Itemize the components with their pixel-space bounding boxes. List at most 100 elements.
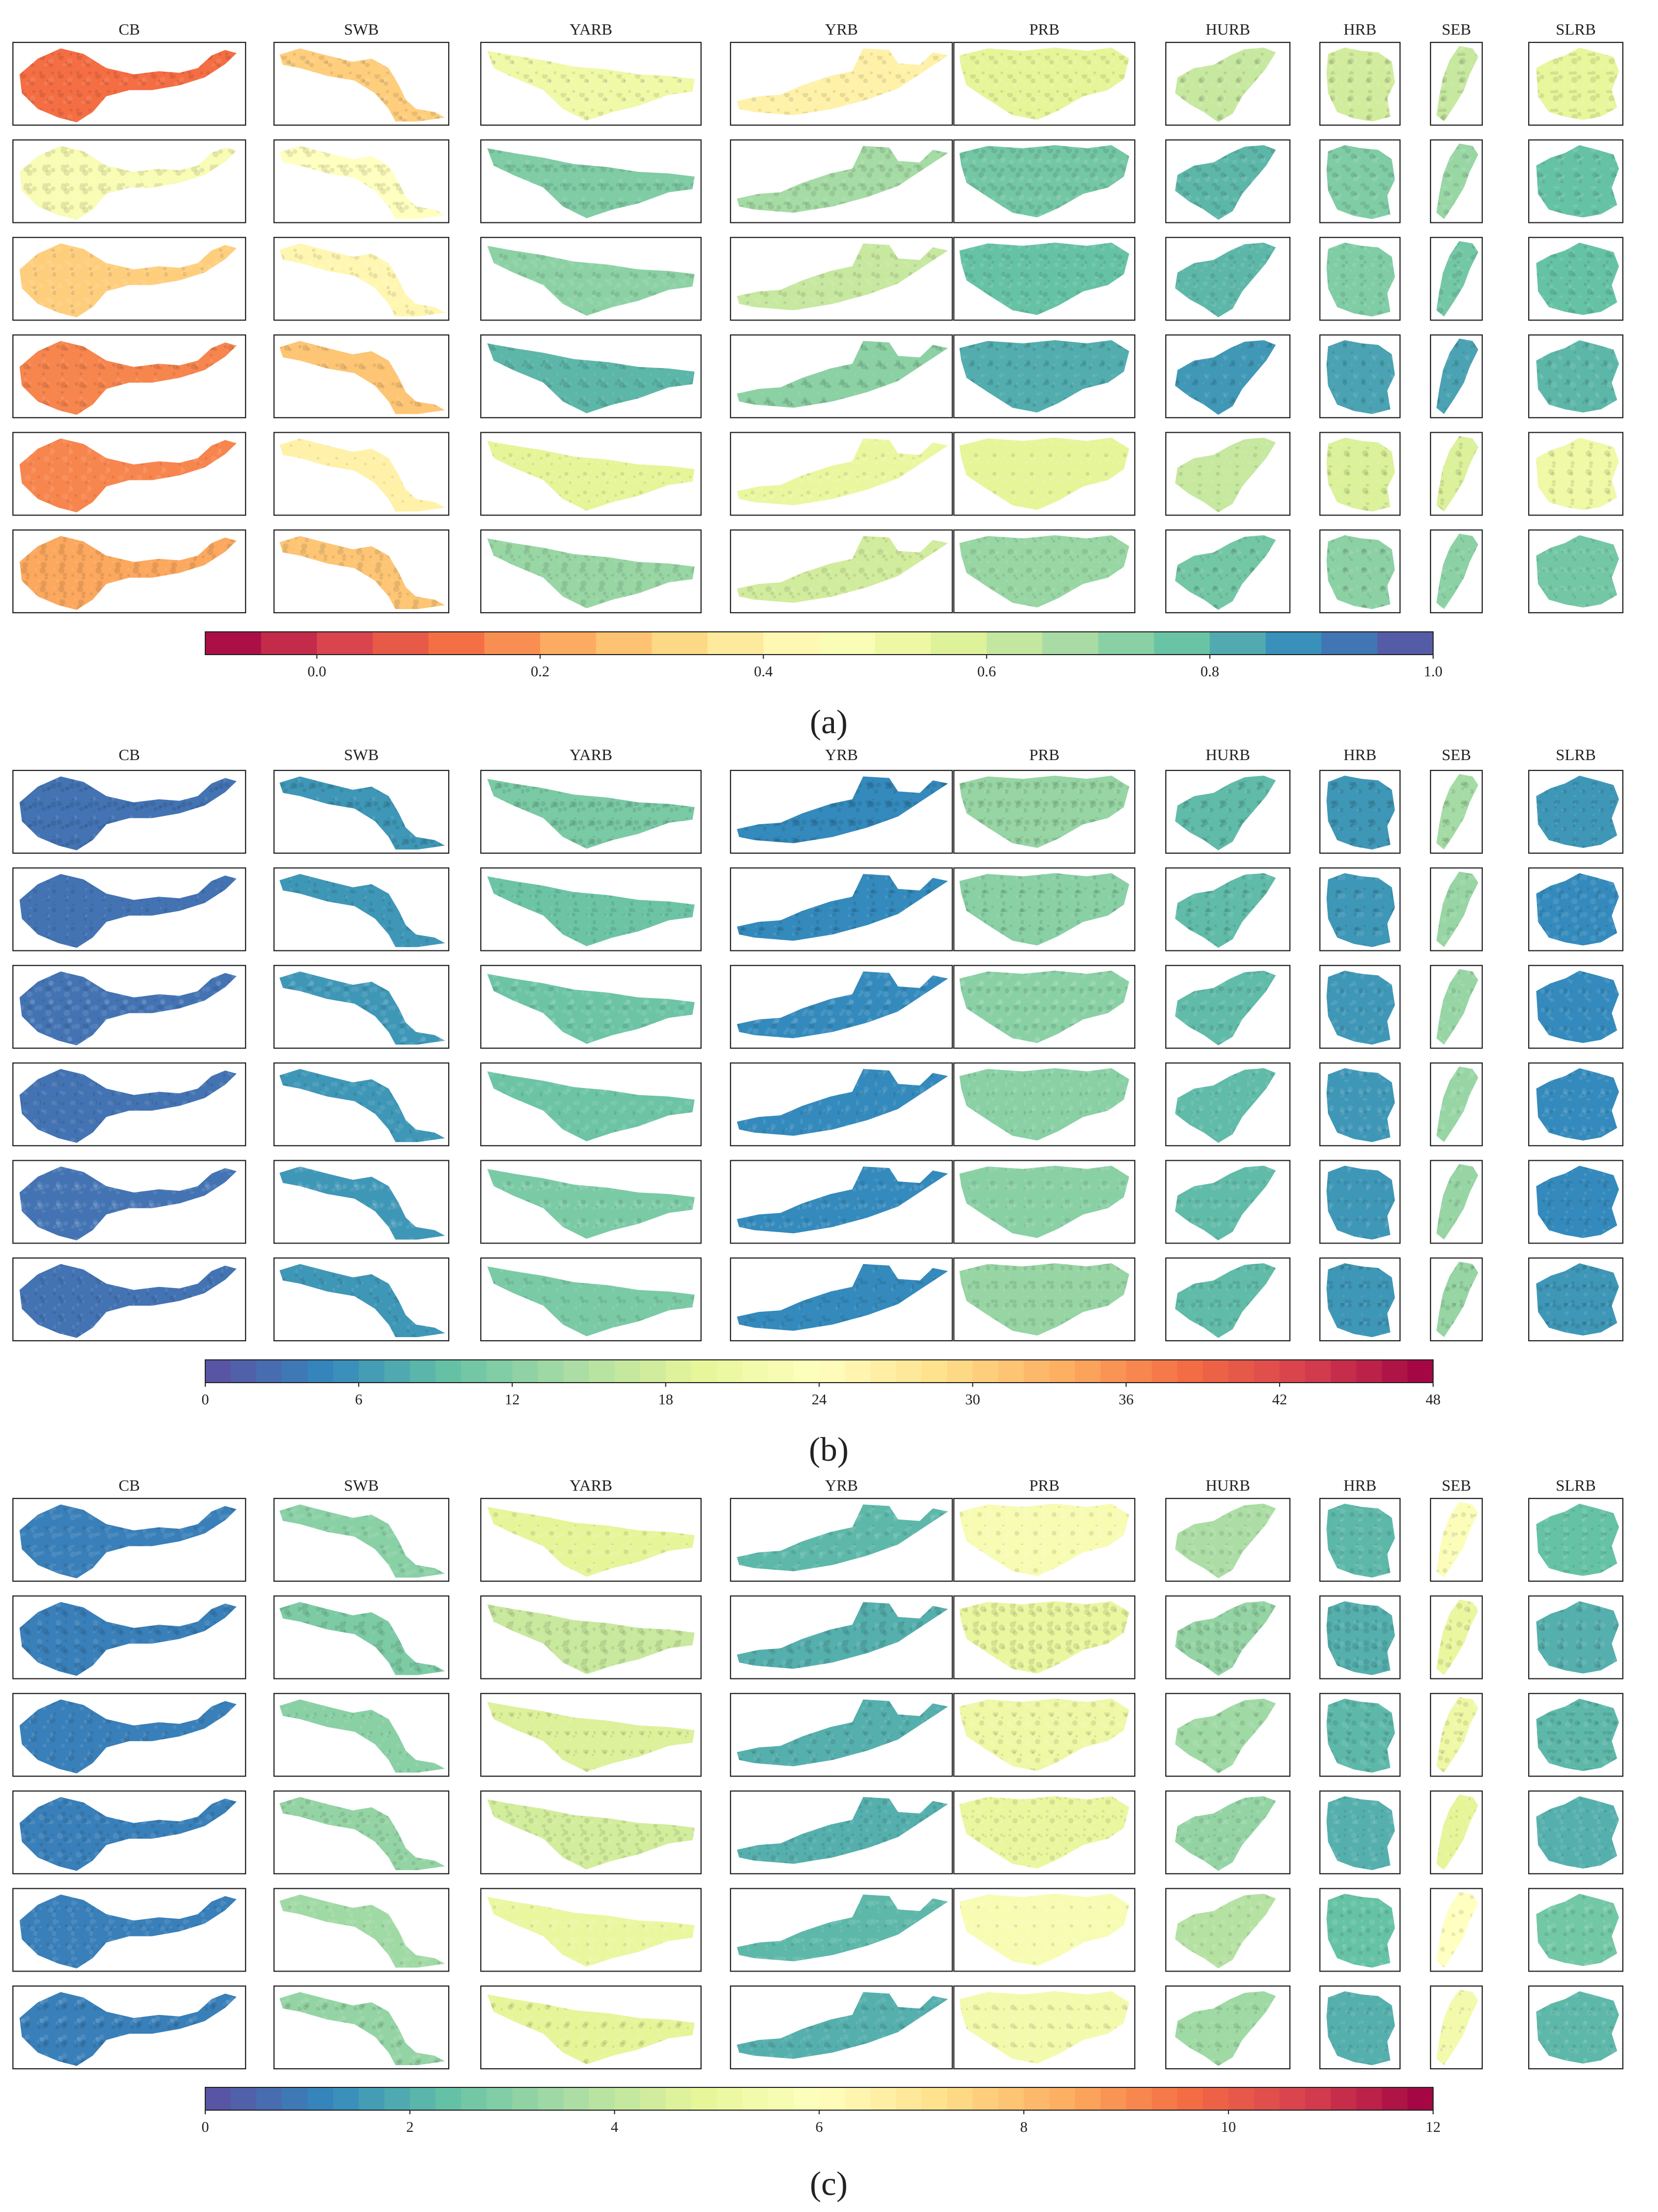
panel-c: CBSWBYARBYRBPRBHURBHRBSEBSLRBCHIRPSCMORP… — [12, 1476, 1624, 2203]
basin-texture — [1175, 48, 1276, 123]
column-header-hrb: HRB — [1344, 20, 1377, 38]
map-cell-chirps-prb — [953, 1497, 1136, 1582]
basin-texture — [1436, 1599, 1479, 1675]
colorbar-tick-label: 30 — [965, 1391, 980, 1408]
map-cell-gsmap-hrb — [1319, 334, 1401, 418]
map-cell-cmorph-swb — [273, 139, 450, 223]
colorbar-segment — [1377, 632, 1434, 655]
map-cell-persiann-hurb — [1165, 432, 1291, 516]
basin-texture — [1175, 873, 1276, 948]
basin-texture — [959, 1601, 1130, 1674]
map-cell-cmorph-yarb — [480, 1595, 702, 1679]
map-cell-trmm-swb — [273, 1257, 450, 1342]
panel-label: (a) — [810, 703, 847, 741]
basin-texture — [279, 341, 445, 414]
colorbar-segment — [1254, 2087, 1280, 2110]
basin-texture — [1536, 1699, 1619, 1771]
map-cell-chirps-hurb — [1165, 769, 1291, 854]
basin-texture — [737, 1992, 948, 2059]
column-header-yarb: YARB — [570, 20, 613, 38]
basin-texture — [737, 48, 948, 115]
basin-texture — [1536, 1893, 1619, 1966]
map-cell-imerg-cb — [12, 1693, 247, 1777]
basin-texture — [737, 341, 948, 408]
colorbar-segment — [972, 1360, 999, 1383]
map-cell-chirps-seb — [1429, 41, 1483, 126]
colorbar-segment — [589, 2087, 615, 2110]
map-cell-cmorph-hurb — [1165, 867, 1291, 951]
map-cell-persiann-hurb — [1165, 1160, 1291, 1244]
colorbar-segment — [307, 1360, 333, 1383]
colorbar-segment — [256, 2087, 283, 2110]
map-cell-cmorph-seb — [1429, 867, 1483, 951]
column-header-seb: SEB — [1442, 1476, 1471, 1494]
map-cell-gsmap-hurb — [1165, 1790, 1291, 1874]
basin-texture — [487, 441, 695, 511]
basin-texture — [1436, 1697, 1479, 1773]
map-cell-gsmap-prb — [953, 1062, 1136, 1146]
map-cell-gsmap-hurb — [1165, 1062, 1291, 1146]
map-cell-cmorph-seb — [1429, 1595, 1483, 1679]
basin-texture — [1326, 535, 1395, 609]
colorbar-segment — [205, 632, 262, 655]
column-header-hurb: HURB — [1206, 20, 1250, 38]
column-header-prb: PRB — [1029, 20, 1060, 38]
colorbar-tick-label: 6 — [815, 2119, 823, 2135]
colorbar-segment — [563, 1360, 589, 1383]
map-cell-gsmap-slrb — [1528, 334, 1624, 418]
colorbar-segment — [512, 2087, 538, 2110]
basin-texture — [959, 535, 1130, 608]
colorbar-segment — [256, 1360, 283, 1383]
map-cell-gsmap-yrb — [729, 334, 953, 418]
map-cell-persiann-yrb — [729, 1888, 953, 1972]
colorbar-segment — [461, 1360, 487, 1383]
basin-texture — [19, 1504, 237, 1579]
colorbar-segment — [1305, 2087, 1331, 2110]
column-header-cb: CB — [118, 746, 140, 764]
colorbar-segment — [1177, 2087, 1204, 2110]
basin-texture — [19, 1797, 237, 1871]
basin-texture — [737, 1069, 948, 1136]
map-cell-imerg-hrb — [1319, 965, 1401, 1049]
basin-texture — [1436, 969, 1479, 1045]
basin-texture — [279, 1069, 445, 1142]
basin-texture — [279, 1602, 445, 1675]
basin-texture — [19, 1069, 237, 1143]
panel-a: CBSWBYARBYRBPRBHURBHRBSEBSLRBCHIRPSCMORP… — [12, 20, 1624, 741]
map-cell-chirps-yrb — [729, 769, 953, 854]
basin-texture — [737, 776, 948, 843]
map-cell-trmm-swb — [273, 1985, 450, 2070]
basin-texture — [1175, 1601, 1276, 1676]
basin-texture — [1536, 1165, 1619, 1238]
basin-texture — [1326, 776, 1395, 850]
basin-texture — [487, 1169, 695, 1239]
basin-texture — [1436, 534, 1479, 609]
map-cell-gsmap-seb — [1429, 1062, 1483, 1146]
basin-texture — [279, 874, 445, 947]
basin-texture — [279, 1797, 445, 1870]
basin-texture — [487, 1702, 695, 1772]
colorbar-segment — [540, 632, 597, 655]
map-cell-cmorph-swb — [273, 867, 450, 951]
column-header-seb: SEB — [1442, 746, 1471, 764]
basin-texture — [279, 1166, 445, 1240]
basin-texture — [1536, 1991, 1619, 2064]
colorbar-segment — [640, 1360, 666, 1383]
colorbar-segment — [844, 2087, 871, 2110]
basin-texture — [959, 48, 1130, 120]
map-cell-trmm-swb — [273, 529, 450, 614]
basin-texture — [487, 1994, 695, 2065]
colorbar-segment — [205, 1360, 232, 1383]
map-cell-chirps-swb — [273, 41, 450, 126]
basin-texture — [19, 1699, 237, 1774]
map-cell-chirps-yrb — [729, 41, 953, 126]
column-header-cb: CB — [118, 1476, 140, 1494]
basin-texture — [1536, 340, 1619, 413]
basin-texture — [1536, 1263, 1619, 1336]
basin-texture — [959, 1504, 1130, 1576]
map-cell-cmorph-hurb — [1165, 1595, 1291, 1679]
colorbar-segment — [358, 1360, 385, 1383]
colorbar-tick-label: 0.2 — [531, 663, 550, 680]
map-cell-persiann-hrb — [1319, 1888, 1401, 1972]
